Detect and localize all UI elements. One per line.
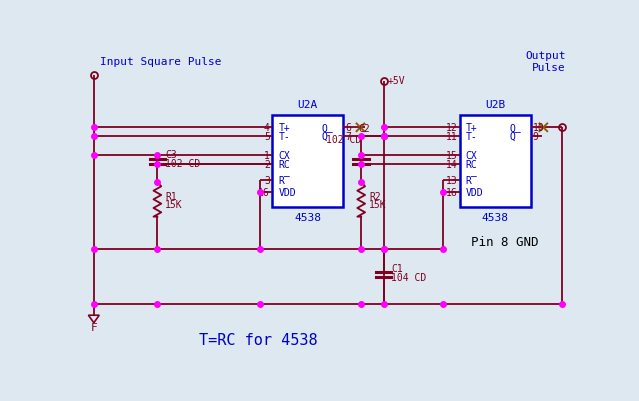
Text: VDD: VDD	[278, 188, 296, 198]
Text: 102 CD: 102 CD	[165, 158, 201, 168]
Text: F: F	[91, 322, 98, 332]
Text: Q: Q	[321, 123, 328, 133]
Text: 9: 9	[532, 132, 538, 142]
Text: CX: CX	[466, 151, 477, 161]
Text: 11: 11	[445, 132, 458, 142]
Text: 4538: 4538	[294, 213, 321, 223]
Text: 7: 7	[345, 132, 351, 142]
Text: 4538: 4538	[482, 213, 509, 223]
Text: R1: R1	[165, 192, 177, 202]
Text: 4: 4	[264, 123, 270, 133]
Text: R̅: R̅	[466, 175, 477, 185]
Text: 3: 3	[264, 175, 270, 185]
Text: 102 CD: 102 CD	[325, 134, 361, 144]
Text: 15: 15	[445, 151, 458, 161]
Text: U2B: U2B	[485, 99, 505, 109]
Text: 13: 13	[445, 175, 458, 185]
Text: 16: 16	[258, 188, 270, 198]
Text: RC: RC	[278, 160, 290, 170]
Text: C1: C1	[392, 263, 403, 273]
Text: Q: Q	[509, 123, 515, 133]
Text: 1: 1	[264, 151, 270, 161]
Text: T+: T+	[466, 123, 477, 133]
Text: T=RC for 4538: T=RC for 4538	[199, 332, 318, 348]
Text: U2A: U2A	[298, 99, 318, 109]
Text: Q̅: Q̅	[509, 132, 521, 142]
Text: Output
Pulse: Output Pulse	[525, 51, 566, 73]
Text: 15K: 15K	[165, 199, 183, 209]
Text: T-: T-	[278, 132, 290, 142]
Text: CX: CX	[278, 151, 290, 161]
Text: Q̅: Q̅	[321, 132, 334, 142]
Text: C2: C2	[358, 124, 370, 134]
Text: 6: 6	[345, 123, 351, 133]
Bar	[272, 116, 343, 208]
Text: 10: 10	[532, 123, 544, 133]
Text: R̅: R̅	[278, 175, 290, 185]
Text: 5: 5	[264, 132, 270, 142]
Text: T-: T-	[466, 132, 477, 142]
Text: RC: RC	[466, 160, 477, 170]
Text: 14: 14	[445, 160, 458, 170]
Text: VDD: VDD	[466, 188, 484, 198]
Text: 12: 12	[445, 123, 458, 133]
Bar	[459, 116, 531, 208]
Text: Pin 8 GND: Pin 8 GND	[471, 235, 538, 248]
Text: Input Square Pulse: Input Square Pulse	[100, 57, 222, 67]
Text: 15K: 15K	[369, 199, 387, 209]
Text: +5V: +5V	[387, 75, 405, 85]
Text: T+: T+	[278, 123, 290, 133]
Text: 2: 2	[264, 160, 270, 170]
Text: 16: 16	[445, 188, 458, 198]
Text: C3: C3	[165, 149, 177, 159]
Text: 104 CD: 104 CD	[392, 273, 427, 283]
Text: R2: R2	[369, 192, 381, 202]
